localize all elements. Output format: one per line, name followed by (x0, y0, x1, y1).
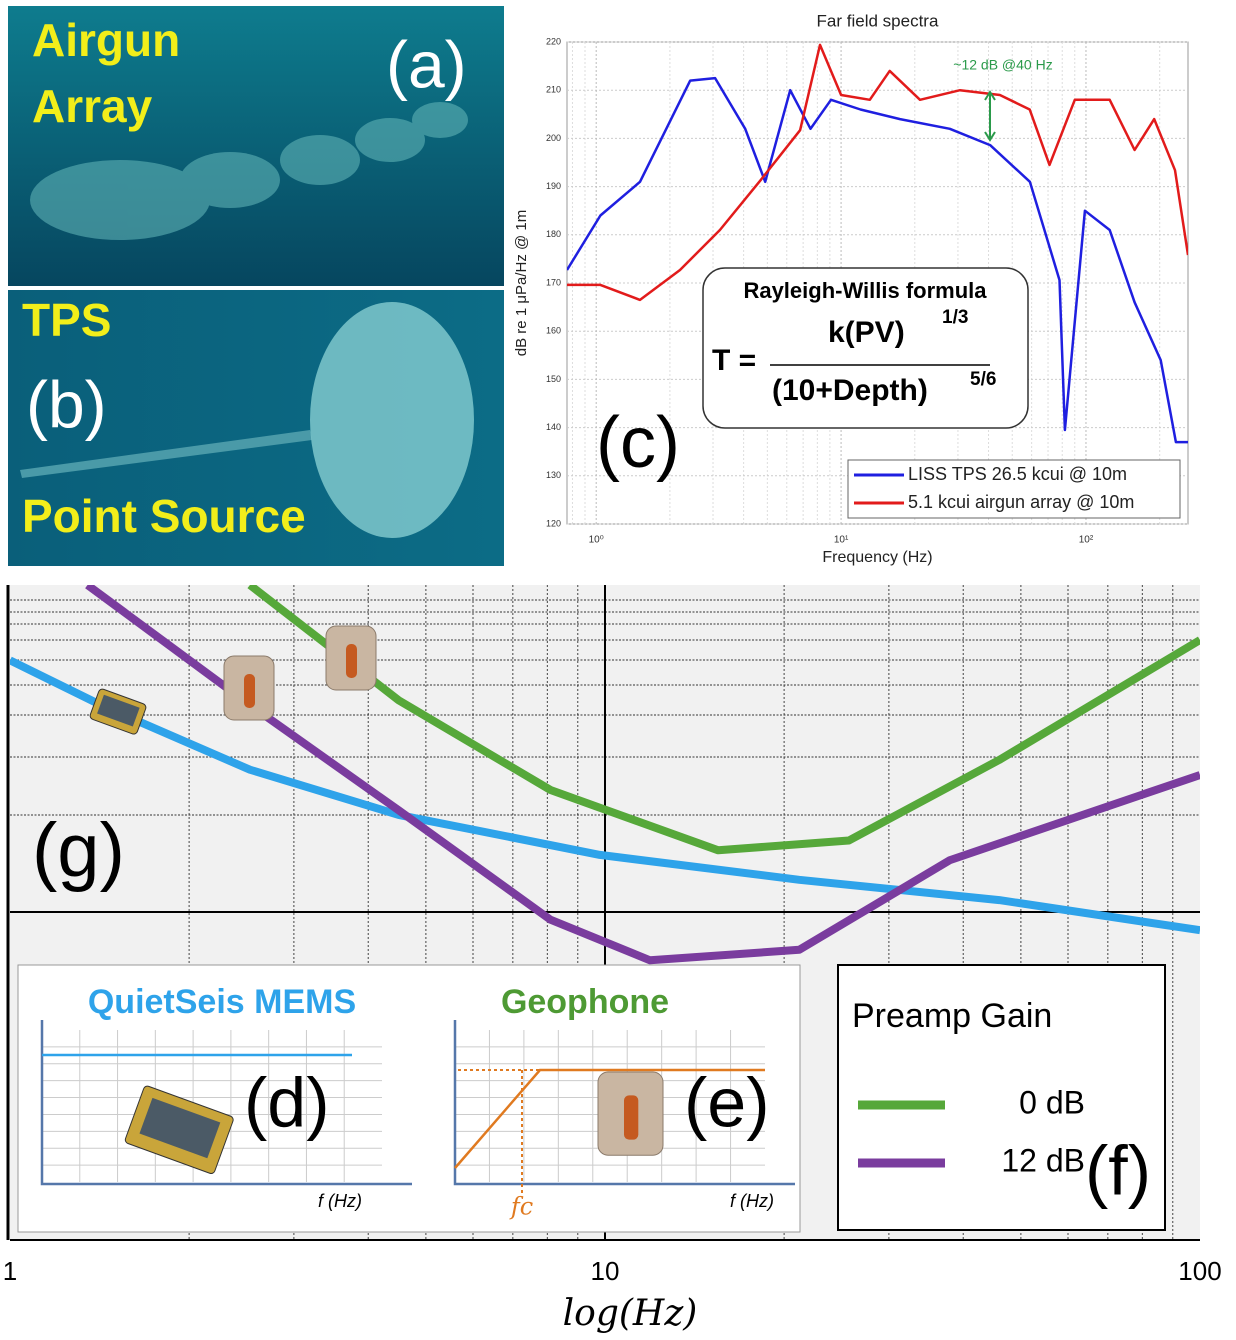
legend-label: LISS TPS 26.5 kcui @ 10m (908, 464, 1127, 484)
bubble (310, 302, 474, 538)
y-tick-label: 200 (546, 133, 561, 143)
panel-label: (c) (596, 403, 680, 483)
x-tick-label: 10² (1079, 535, 1094, 546)
formula-den: (10+Depth) (772, 374, 928, 407)
inset-axis: f (Hz) (318, 1191, 362, 1211)
formula-den-exp: 5/6 (970, 369, 996, 390)
inset-title: QuietSeis MEMS (88, 983, 356, 1021)
x-tick-label: 10 (591, 1256, 620, 1286)
legend-label: 5.1 kcui airgun array @ 10m (908, 492, 1134, 512)
panel-label: (b) (26, 367, 107, 441)
geophone-window (244, 674, 255, 708)
y-tick-label: 150 (546, 374, 561, 384)
x-tick-label: 10¹ (834, 535, 849, 546)
y-tick-label: 120 (546, 518, 561, 528)
geophone-window (346, 644, 357, 678)
geophone-window (624, 1095, 638, 1139)
y-tick-label: 180 (546, 229, 561, 239)
annotation: ~12 dB @40 Hz (953, 57, 1052, 73)
y-tick-label: 140 (546, 422, 561, 432)
panel-label: (e) (684, 1063, 770, 1141)
panel-label: (a) (386, 27, 467, 101)
y-axis-label: dB re 1 μPa/Hz @ 1m (513, 210, 530, 356)
x-tick-label: 100 (1178, 1256, 1221, 1286)
chart-title: Far field spectra (817, 11, 939, 30)
y-tick-label: 220 (546, 36, 561, 46)
panel-label: (d) (244, 1063, 330, 1141)
legend-title: Preamp Gain (852, 997, 1052, 1035)
figure: Airgun Array (a) TPS Point Source (b) 12… (0, 0, 1236, 1340)
corner-label: fc (509, 1193, 533, 1221)
formula-num-exp: 1/3 (942, 307, 968, 328)
photo-label: Point Source (22, 490, 306, 542)
x-tick-label: 10⁰ (589, 535, 604, 546)
photo-label: TPS (22, 294, 111, 346)
y-tick-label: 170 (546, 277, 561, 287)
x-axis-label: log(Hz) (563, 1293, 698, 1334)
photo-label: Airgun (32, 14, 180, 66)
y-tick-label: 160 (546, 326, 561, 336)
y-tick-label: 190 (546, 181, 561, 191)
y-tick-label: 130 (546, 470, 561, 480)
panel-label: (g) (32, 808, 125, 893)
inset-title: Geophone (501, 983, 669, 1021)
x-axis-label: Frequency (Hz) (822, 549, 932, 566)
panel-label: (f) (1085, 1131, 1151, 1209)
formula-lhs: T = (712, 344, 756, 377)
y-tick-label: 210 (546, 85, 561, 95)
inset-axis: f (Hz) (730, 1191, 774, 1211)
formula-num: k(PV) (828, 316, 905, 349)
formula-title: Rayleigh-Willis formula (743, 278, 987, 303)
photo-label: Array (32, 80, 153, 132)
legend-label: 12 dB (1001, 1142, 1085, 1178)
x-tick-label: 1 (3, 1256, 17, 1286)
legend-label: 0 dB (1019, 1084, 1085, 1120)
